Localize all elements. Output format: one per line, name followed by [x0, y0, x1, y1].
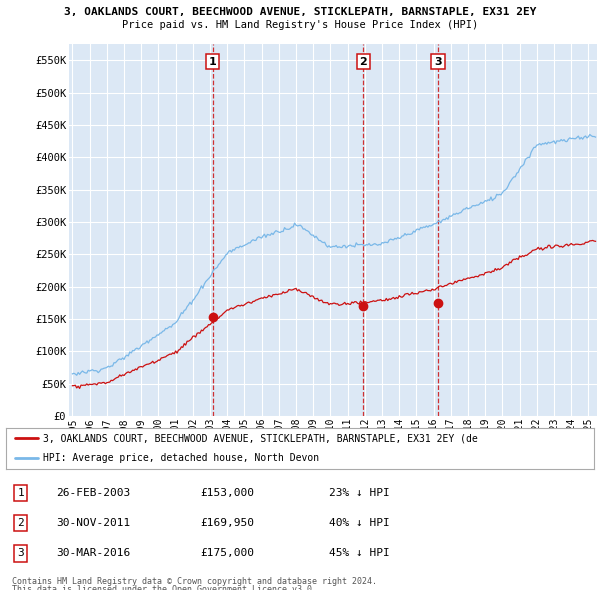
Text: 40% ↓ HPI: 40% ↓ HPI	[329, 518, 390, 528]
Text: Contains HM Land Registry data © Crown copyright and database right 2024.: Contains HM Land Registry data © Crown c…	[12, 577, 377, 586]
Text: 3, OAKLANDS COURT, BEECHWOOD AVENUE, STICKLEPATH, BARNSTAPLE, EX31 2EY (de: 3, OAKLANDS COURT, BEECHWOOD AVENUE, STI…	[43, 434, 478, 444]
Text: Price paid vs. HM Land Registry's House Price Index (HPI): Price paid vs. HM Land Registry's House …	[122, 20, 478, 30]
Text: 45% ↓ HPI: 45% ↓ HPI	[329, 548, 390, 558]
Text: 23% ↓ HPI: 23% ↓ HPI	[329, 488, 390, 498]
Text: 3, OAKLANDS COURT, BEECHWOOD AVENUE, STICKLEPATH, BARNSTAPLE, EX31 2EY: 3, OAKLANDS COURT, BEECHWOOD AVENUE, STI…	[64, 7, 536, 17]
Text: 30-MAR-2016: 30-MAR-2016	[56, 548, 130, 558]
Text: 3: 3	[434, 57, 442, 67]
Text: £153,000: £153,000	[200, 488, 254, 498]
Text: 2: 2	[359, 57, 367, 67]
Text: This data is licensed under the Open Government Licence v3.0.: This data is licensed under the Open Gov…	[12, 585, 317, 590]
Text: HPI: Average price, detached house, North Devon: HPI: Average price, detached house, Nort…	[43, 453, 319, 463]
Text: 1: 1	[17, 488, 24, 498]
Text: 2: 2	[17, 518, 24, 528]
Text: £169,950: £169,950	[200, 518, 254, 528]
Text: 26-FEB-2003: 26-FEB-2003	[56, 488, 130, 498]
Text: £175,000: £175,000	[200, 548, 254, 558]
Text: 3: 3	[17, 548, 24, 558]
Text: 30-NOV-2011: 30-NOV-2011	[56, 518, 130, 528]
Text: 1: 1	[209, 57, 217, 67]
